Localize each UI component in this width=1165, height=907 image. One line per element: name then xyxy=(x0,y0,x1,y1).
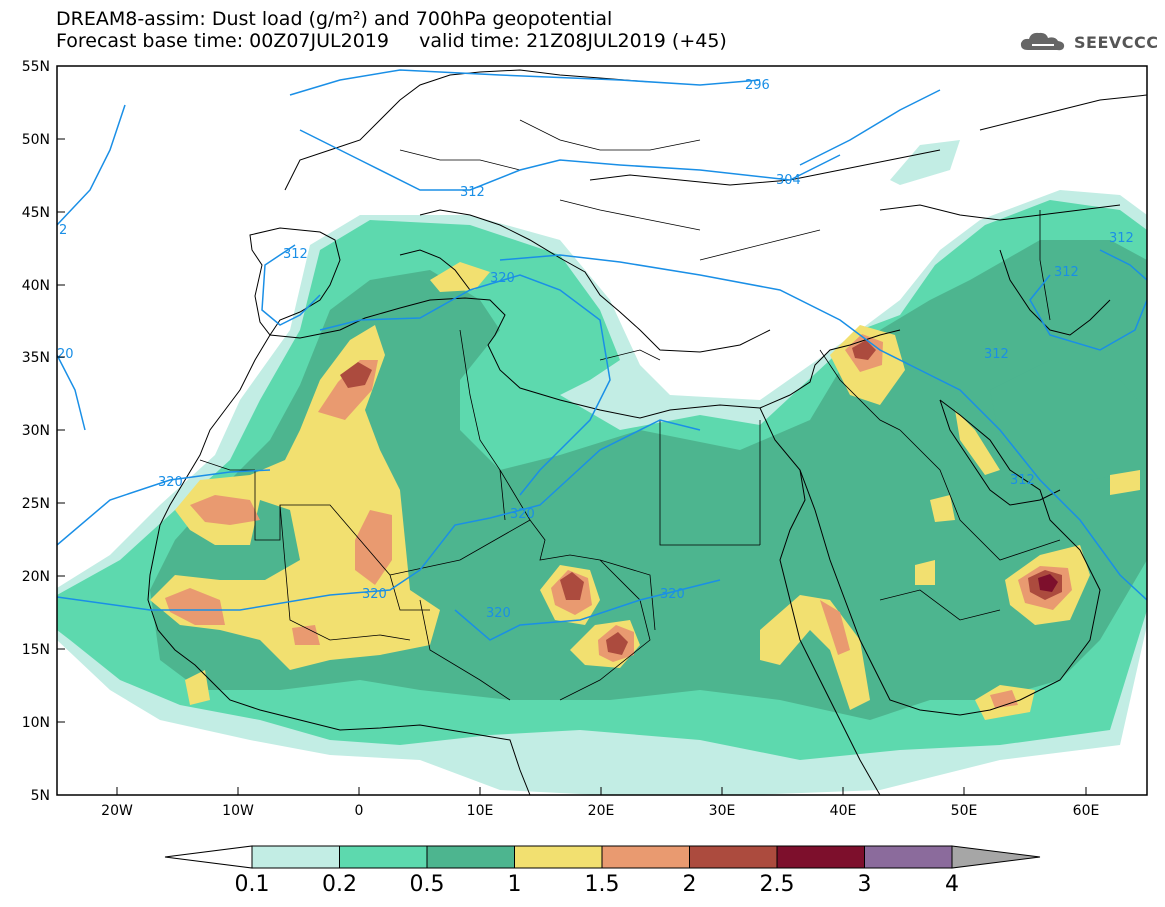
contour-label: 296 xyxy=(745,78,770,93)
contour-labels: 296 304 312 312 312 312 312 312 320 320 … xyxy=(57,78,1134,621)
contour-label: 312 xyxy=(1010,473,1035,488)
contour-label: 2 xyxy=(59,223,67,238)
logo-text: SEEVCCC xyxy=(1074,32,1159,52)
lon-label: 30E xyxy=(709,803,736,819)
contour-label: 312 xyxy=(1054,265,1079,280)
colorbar-label: 1.5 xyxy=(584,872,620,897)
contour-label: 312 xyxy=(283,247,308,262)
lat-label: 20N xyxy=(22,569,50,585)
forecast-time-subtitle: Forecast base time: 00Z07JUL2019 valid t… xyxy=(56,30,727,52)
colorbar xyxy=(164,845,1041,869)
lat-ticks xyxy=(57,65,65,796)
colorbar-label: 2.5 xyxy=(759,872,795,897)
lon-ticks xyxy=(116,787,1087,795)
colorbar-label: 0.5 xyxy=(409,872,445,897)
contour-label: 320 xyxy=(660,587,685,602)
colorbar-box xyxy=(426,845,515,869)
geopotential-contours xyxy=(57,69,1147,641)
lat-label: 10N xyxy=(22,715,50,731)
lat-label: 40N xyxy=(22,278,50,294)
lat-label: 55N xyxy=(22,59,50,75)
contour-label: 312 xyxy=(1109,231,1134,246)
country-borders xyxy=(199,119,1061,701)
lat-label: 25N xyxy=(22,496,50,512)
seevccc-logo: SEEVCCC xyxy=(1018,28,1159,56)
lat-labels: 55N 50N 45N 40N 35N 30N 25N 20N 15N 10N … xyxy=(22,59,50,804)
contour-label: 320 xyxy=(362,587,387,602)
lat-label: 15N xyxy=(22,642,50,658)
lon-labels: 20W 10W 0 10E 20E 30E 40E 50E 60E xyxy=(101,803,1099,819)
contour-label: 320 xyxy=(486,606,511,621)
lat-label: 5N xyxy=(31,788,50,804)
contour-label: 320 xyxy=(490,271,515,286)
colorbar-box xyxy=(601,845,690,869)
lon-label: 50E xyxy=(951,803,978,819)
coastlines xyxy=(147,69,1147,795)
colorbar-label: 0.1 xyxy=(234,872,270,897)
colorbar-label: 2 xyxy=(682,872,697,897)
cloud-icon xyxy=(1020,32,1065,51)
contour-label: 304 xyxy=(776,173,801,188)
contour-label: 320 xyxy=(158,475,183,490)
colorbar-box xyxy=(776,845,865,869)
dust-field xyxy=(57,66,1147,795)
colorbar-label: 3 xyxy=(857,872,872,897)
colorbar-box xyxy=(339,845,428,869)
lat-label: 45N xyxy=(22,205,50,221)
colorbar-box xyxy=(689,845,778,869)
lat-label: 35N xyxy=(22,350,50,366)
lon-label: 10E xyxy=(467,803,494,819)
lat-label: 30N xyxy=(22,423,50,439)
contour-label: 312 xyxy=(460,185,485,200)
colorbar-over-triangle xyxy=(951,845,1041,869)
lon-label: 60E xyxy=(1073,803,1100,819)
colorbar-under-triangle xyxy=(164,845,253,869)
lon-label: 20W xyxy=(101,803,133,819)
contour-label: 320 xyxy=(510,507,535,522)
lon-label: 20E xyxy=(588,803,615,819)
map-title: DREAM8-assim: Dust load (g/m²) and 700hP… xyxy=(56,8,613,30)
lon-label: 0 xyxy=(355,803,364,819)
colorbar-box xyxy=(514,845,603,869)
colorbar-box xyxy=(251,845,340,869)
colorbar-box xyxy=(864,845,953,869)
colorbar-label: 0.2 xyxy=(322,872,357,897)
contour-label: 312 xyxy=(984,347,1009,362)
lon-label: 40E xyxy=(830,803,857,819)
lon-label: 10W xyxy=(222,803,254,819)
contour-label: 20 xyxy=(57,347,74,362)
lat-label: 50N xyxy=(22,132,50,148)
colorbar-label: 4 xyxy=(945,872,959,897)
colorbar-label: 1 xyxy=(507,872,522,897)
colorbar-boxes xyxy=(251,845,953,869)
